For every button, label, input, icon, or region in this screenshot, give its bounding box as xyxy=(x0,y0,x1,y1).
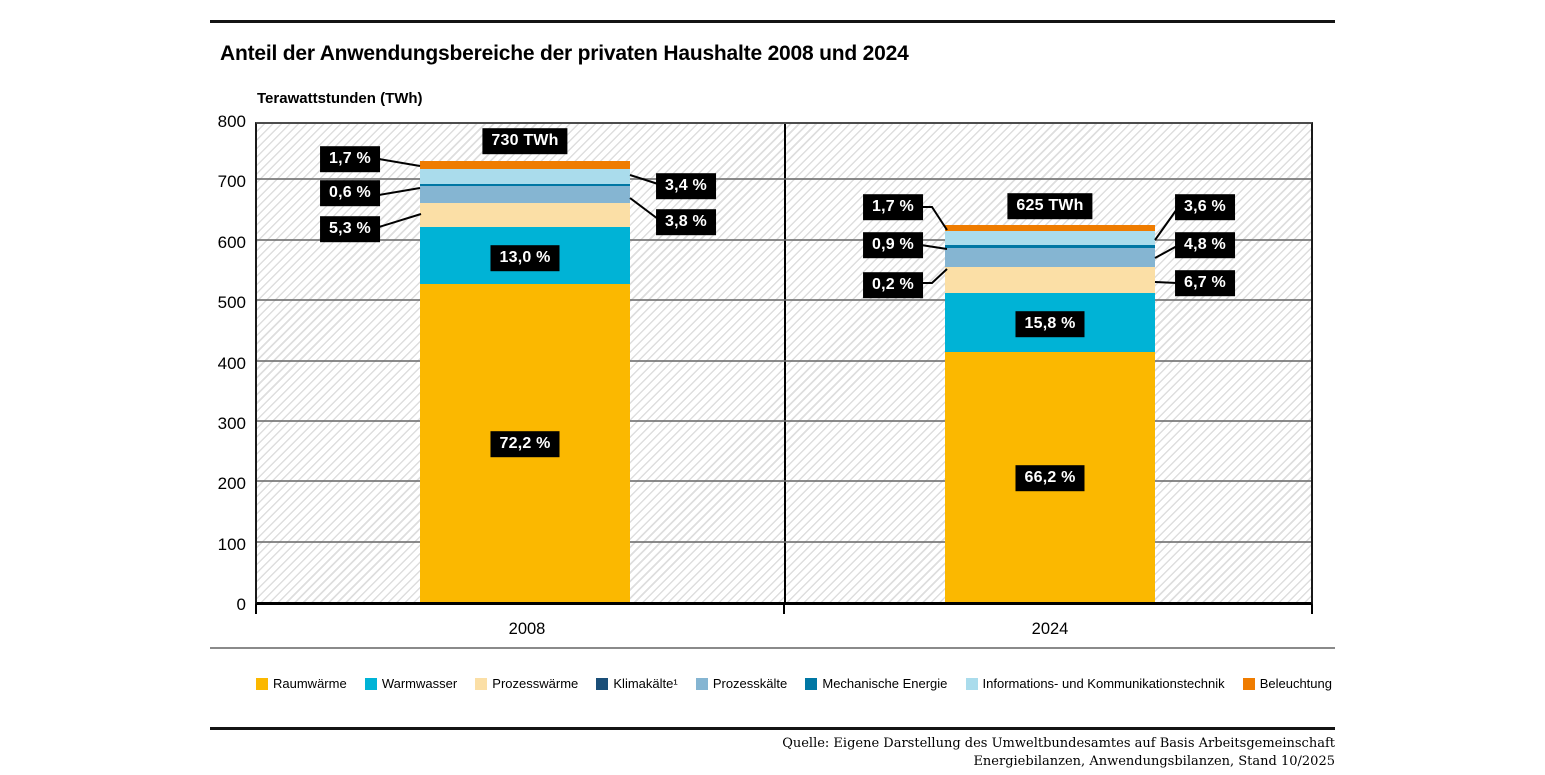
bar-2008 xyxy=(420,161,630,602)
pct-label-2008-informations-und-kommunikationstechnik: 3,4 % xyxy=(656,173,716,199)
bar-2008-segment-prozesswaerme xyxy=(420,203,630,227)
legend-label-raumwaerme: Raumwärme xyxy=(273,676,347,691)
y-tick-label-700: 700 xyxy=(217,172,246,192)
legend-separator xyxy=(210,647,1335,649)
bar-2024-segment-klimakaelte1 xyxy=(945,266,1155,268)
bar-2008-segment-informations-und-kommunikationstechnik xyxy=(420,168,630,184)
pct-label-2024-raumwaerme: 66,2 % xyxy=(1015,465,1085,491)
bar-2024-segment-beleuchtung xyxy=(945,225,1155,232)
legend-item-prozesskaelte: Prozesskälte xyxy=(695,676,788,691)
y-tick-label-800: 800 xyxy=(217,112,246,131)
y-tick-label-600: 600 xyxy=(217,232,246,252)
x-category-label-2008: 2008 xyxy=(508,620,546,638)
legend-item-beleuchtung: Beleuchtung xyxy=(1242,676,1332,691)
legend-item-informations-und-kommunikationstechnik: Informations- und Kommunikationstechnik xyxy=(965,676,1225,691)
source-line-2: Energiebilanzen, Anwendungsbilanzen, Sta… xyxy=(973,754,1335,770)
y-tick-label-100: 100 xyxy=(217,534,246,554)
legend-swatch-warmwasser xyxy=(364,677,377,690)
legend-swatch-mechanische-energie xyxy=(805,677,818,690)
gridline-300 xyxy=(257,419,1311,422)
y-tick-label-400: 400 xyxy=(217,353,246,373)
pct-label-2024-mechanische-energie: 0,9 % xyxy=(863,232,923,258)
legend-label-prozesswaerme: Prozesswärme xyxy=(492,676,579,691)
legend-label-prozesskaelte: Prozesskälte xyxy=(712,676,788,691)
bar-2008-segment-beleuchtung xyxy=(420,161,630,169)
x-axis-tick xyxy=(255,605,257,614)
pct-label-2024-klimakaelte: 0,2 % xyxy=(863,272,923,298)
pct-label-2024-beleuchtung: 1,7 % xyxy=(863,194,923,220)
legend: Raumwärme Warmwasser Prozesswärme Klimakält… xyxy=(256,676,1332,691)
page-title: Anteil der Anwendungsbereiche der privat… xyxy=(220,42,909,65)
legend-label-mechanische-energie: Mechanische Energie xyxy=(822,676,948,691)
y-axis-title: Terawattstunden (TWh) xyxy=(257,90,423,107)
bar-2024 xyxy=(945,225,1155,602)
gridline-700 xyxy=(257,178,1311,181)
top-rule xyxy=(210,20,1335,23)
bar-2024-segment-informations-und-kommunikationstechnik xyxy=(945,231,1155,246)
legend-swatch-prozesswaerme xyxy=(475,677,488,690)
legend-item-mechanische-energie: Mechanische Energie xyxy=(805,676,947,691)
source-line-1: Quelle: Eigene Darstellung des Umweltbun… xyxy=(782,736,1335,751)
legend-swatch-klimakaelte1 xyxy=(596,677,609,690)
pct-label-2008-beleuchtung: 1,7 % xyxy=(320,146,380,172)
pct-label-2024-informations-und-kommunikationstechnik: 3,6 % xyxy=(1175,194,1235,220)
x-category-label-2024: 2024 xyxy=(1031,620,1069,638)
bar-2008-segment-prozesskaelte xyxy=(420,186,630,204)
pct-label-2024-prozesswaerme: 6,7 % xyxy=(1175,270,1235,296)
pct-label-2008-prozesskaelte: 3,8 % xyxy=(656,209,716,235)
source-note: Quelle: Eigene Darstellung des Umweltbun… xyxy=(782,735,1335,772)
gridline-200 xyxy=(257,480,1311,483)
y-tick-label-0: 0 xyxy=(236,595,246,614)
pct-label-2008-raumwaerme: 72,2 % xyxy=(490,431,560,457)
gridline-600 xyxy=(257,238,1311,241)
total-label-2024: 625 TWh xyxy=(1007,193,1093,219)
legend-label-klimakaelte1: Klimakälte¹ xyxy=(613,676,678,691)
pct-label-2024-warmwasser: 15,8 % xyxy=(1015,311,1085,337)
legend-label-beleuchtung: Beleuchtung xyxy=(1259,676,1332,691)
bar-2024-segment-prozesskaelte xyxy=(945,248,1155,267)
pct-label-2024-prozesskaelte: 4,8 % xyxy=(1175,232,1235,258)
bottom-rule xyxy=(210,727,1335,730)
y-tick-label-200: 200 xyxy=(217,474,246,494)
pct-label-2008-mechanische-energie: 0,6 % xyxy=(320,180,380,206)
legend-item-prozesswaerme: Prozesswärme xyxy=(475,676,578,691)
x-axis-tick xyxy=(1311,605,1313,614)
bar-2024-segment-prozesswaerme xyxy=(945,267,1155,293)
gridline-100 xyxy=(257,540,1311,543)
legend-item-warmwasser: Warmwasser xyxy=(364,676,458,691)
y-tick-label-300: 300 xyxy=(217,413,246,433)
gridline-400 xyxy=(257,359,1311,362)
legend-swatch-prozesskaelte xyxy=(695,677,708,690)
bar-2024-segment-mechanische-energie xyxy=(945,245,1155,249)
gridline-500 xyxy=(257,299,1311,302)
pct-label-2008-warmwasser: 13,0 % xyxy=(490,245,560,271)
bar-2008-segment-mechanische-energie xyxy=(420,183,630,187)
y-tick-label-500: 500 xyxy=(217,293,246,313)
pct-label-2008-prozesswaerme: 5,3 % xyxy=(320,216,380,242)
legend-item-klimakaelte1: Klimakälte¹ xyxy=(596,676,678,691)
legend-item-raumwaerme: Raumwärme xyxy=(256,676,347,691)
x-axis-tick xyxy=(783,605,785,614)
legend-swatch-raumwaerme xyxy=(256,677,268,690)
legend-label-informations-und-kommunikationstechnik: Informations- und Kommunikationstechnik xyxy=(982,676,1225,691)
legend-swatch-beleuchtung xyxy=(1242,677,1255,690)
legend-swatch-informations-und-kommunikationstechnik xyxy=(965,677,978,690)
category-divider-line xyxy=(784,124,786,602)
plot-area xyxy=(255,122,1313,605)
total-label-2008: 730 TWh xyxy=(482,128,568,154)
legend-label-warmwasser: Warmwasser xyxy=(381,676,458,691)
